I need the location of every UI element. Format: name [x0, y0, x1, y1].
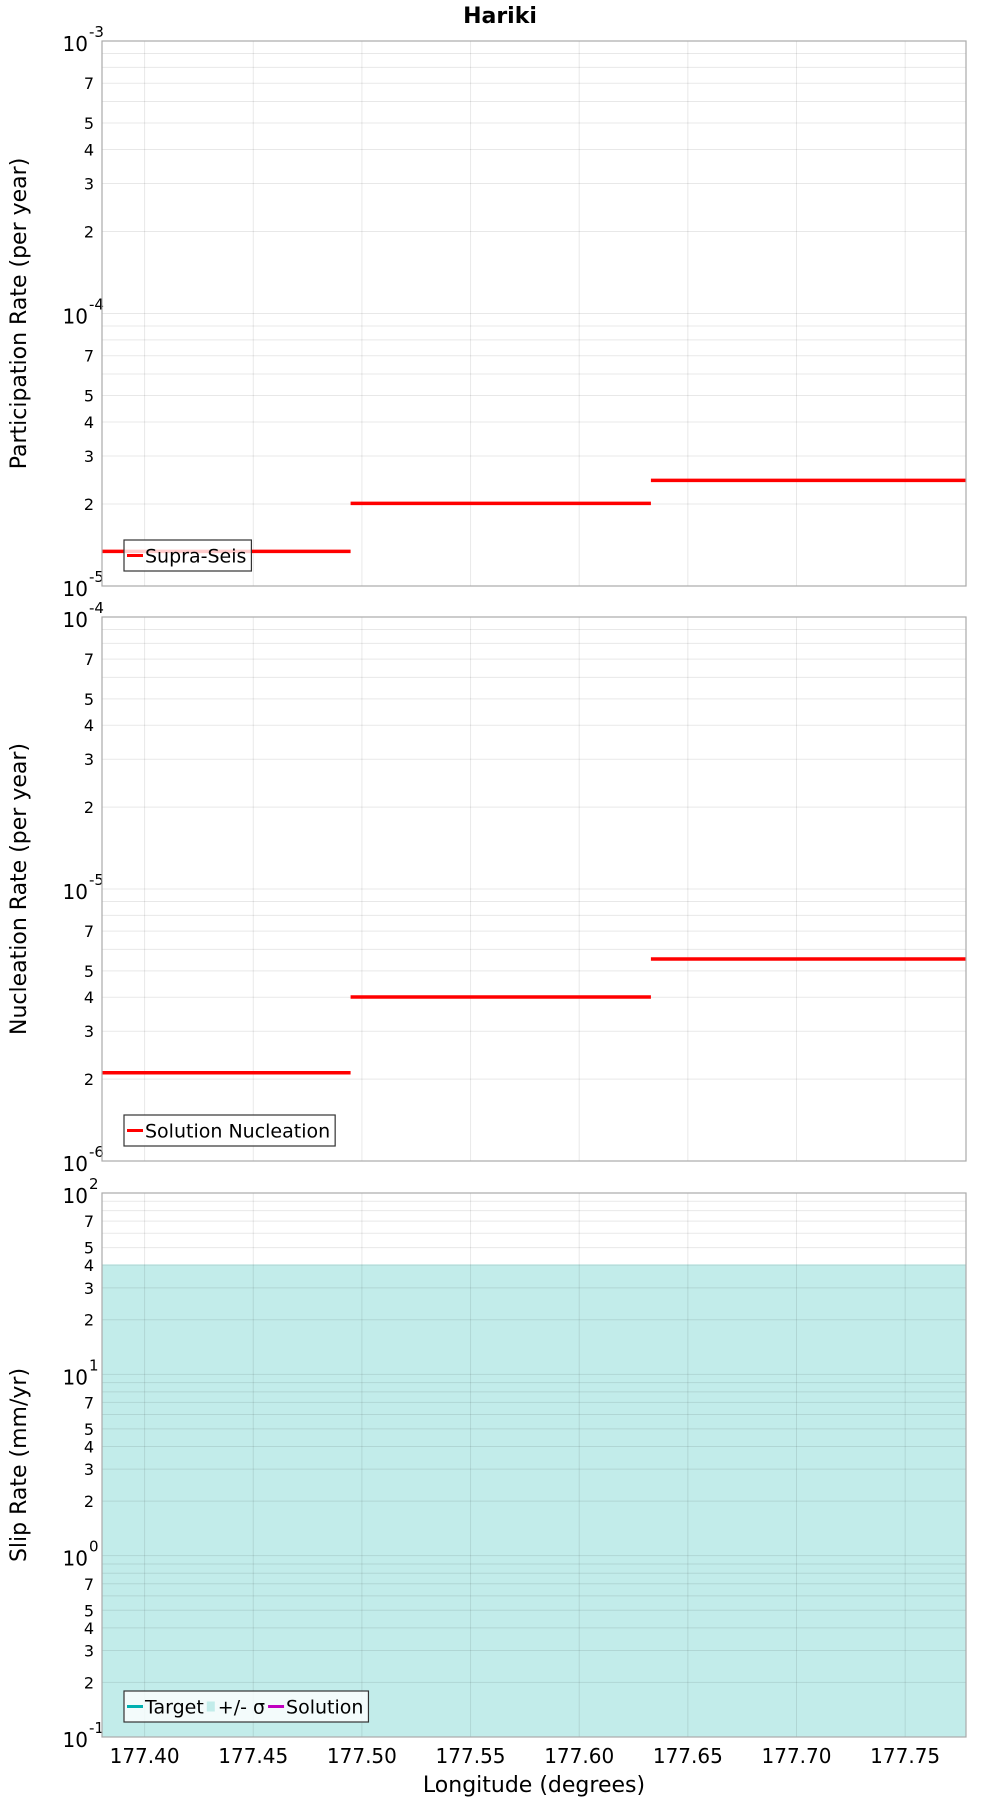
x-tick-label: 177.75 [870, 1744, 940, 1768]
legend-label: Solution Nucleation [145, 1121, 330, 1143]
y-tick-label: 3 [84, 174, 94, 193]
y-tick-label: 10 [63, 1365, 88, 1389]
y-tick-label: 10 [63, 1728, 88, 1752]
y-tick-label: 3 [84, 1460, 94, 1479]
y-tick-label: 2 [84, 1492, 94, 1511]
y-tick-label: 7 [84, 74, 94, 93]
x-tick-label: 177.50 [327, 1744, 397, 1768]
y-tick-label: 10 [63, 305, 88, 329]
y-tick-exponent: -3 [89, 23, 104, 41]
x-tick-label: 177.70 [762, 1744, 832, 1768]
y-tick-label: 4 [84, 413, 94, 432]
chart-title: Hariki [463, 4, 537, 29]
legend: Target +/- σ Solution [123, 1690, 370, 1723]
y-tick-label: 10 [63, 880, 88, 904]
y-tick-label: 2 [84, 1673, 94, 1692]
y-tick-label: 10 [63, 32, 88, 56]
y-tick-exponent: 2 [89, 1175, 99, 1193]
y-tick-label: 4 [84, 1437, 94, 1456]
y-tick-label: 5 [84, 387, 94, 406]
y-tick-label: 2 [84, 222, 94, 241]
plot-border [101, 1192, 967, 1738]
y-tick-exponent: 0 [89, 1538, 99, 1556]
y-tick-exponent: -5 [89, 568, 104, 586]
x-tick-label: 177.45 [218, 1744, 288, 1768]
y-tick-label: 7 [84, 347, 94, 366]
y-tick-label: 4 [84, 1619, 94, 1638]
legend-box [123, 1690, 370, 1723]
legend-label: +/- σ [218, 1697, 265, 1719]
y-tick-label: 7 [84, 1212, 94, 1231]
y-tick-label: 4 [84, 716, 94, 735]
y-tick-exponent: -6 [89, 1143, 104, 1161]
legend: Solution Nucleation [123, 1114, 336, 1147]
sigma-band [102, 1264, 966, 1737]
y-tick-label: 7 [84, 650, 94, 669]
y-tick-label: 3 [84, 1279, 94, 1298]
y-tick-label: 2 [84, 1070, 94, 1089]
legend-label: Target [144, 1697, 204, 1719]
x-tick-label: 177.40 [110, 1744, 180, 1768]
x-tick-label: 177.65 [653, 1744, 723, 1768]
plot-area [102, 617, 966, 1161]
y-tick-label: 5 [84, 962, 94, 981]
y-tick-exponent: 1 [89, 1356, 99, 1374]
y-tick-exponent: -1 [89, 1719, 104, 1737]
plot-border [101, 40, 967, 587]
y-tick-label: 10 [63, 1184, 88, 1208]
y-tick-label: 4 [84, 1256, 94, 1275]
y-axis-label: Nucleation Rate (per year) [7, 743, 32, 1035]
legend-swatch [206, 1701, 215, 1712]
y-tick-label: 3 [84, 1022, 94, 1041]
y-tick-label: 4 [84, 988, 94, 1007]
y-tick-label: 10 [63, 608, 88, 632]
legend-box [123, 539, 253, 572]
y-tick-label: 5 [84, 114, 94, 133]
x-tick-label: 177.60 [544, 1744, 614, 1768]
plot-area [102, 41, 966, 586]
y-tick-label: 2 [84, 798, 94, 817]
y-tick-exponent: -4 [89, 599, 104, 617]
y-tick-label: 7 [84, 1575, 94, 1594]
y-tick-label: 2 [84, 1311, 94, 1330]
y-tick-label: 2 [84, 495, 94, 514]
y-tick-label: 7 [84, 922, 94, 941]
y-tick-label: 5 [84, 1420, 94, 1439]
y-tick-label: 4 [84, 140, 94, 159]
y-tick-label: 5 [84, 690, 94, 709]
y-tick-label: 7 [84, 1393, 94, 1412]
legend-label: Supra-Seis [145, 546, 246, 568]
y-tick-exponent: -4 [89, 296, 104, 314]
y-tick-label: 10 [63, 577, 88, 601]
legend: Supra-Seis [123, 539, 253, 572]
y-tick-label: 5 [84, 1601, 94, 1620]
y-tick-label: 3 [84, 1641, 94, 1660]
y-tick-label: 10 [63, 1547, 88, 1571]
x-tick-label: 177.55 [436, 1744, 506, 1768]
y-tick-label: 3 [84, 750, 94, 769]
legend-box [123, 1114, 336, 1147]
y-tick-exponent: -5 [89, 871, 104, 889]
x-axis-label: Longitude (degrees) [423, 1773, 645, 1798]
y-axis-label: Participation Rate (per year) [7, 158, 32, 470]
y-tick-label: 10 [63, 1152, 88, 1176]
y-tick-label: 5 [84, 1239, 94, 1258]
plot-border [101, 616, 967, 1162]
y-axis-label: Slip Rate (mm/yr) [7, 1368, 32, 1562]
y-tick-label: 3 [84, 447, 94, 466]
legend-label: Solution [286, 1697, 363, 1719]
